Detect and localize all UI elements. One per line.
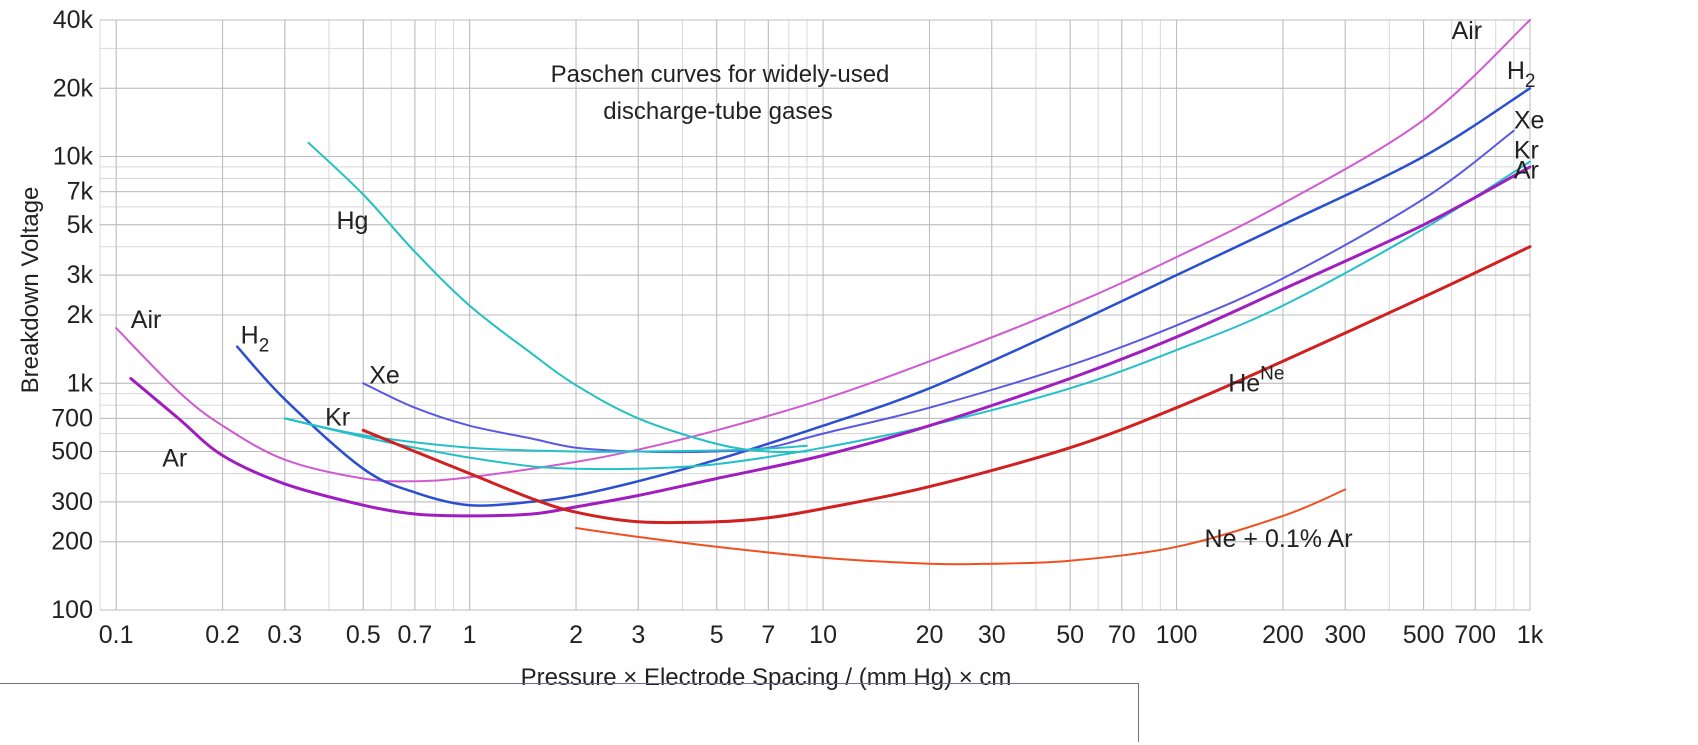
x-tick-label: 0.7	[397, 621, 432, 649]
series-line-kr	[283, 160, 1531, 471]
y-tick-label: 500	[51, 438, 93, 466]
curve-label: Ar	[162, 444, 187, 472]
x-tick-label: 3	[631, 621, 645, 649]
x-tick-label: 2	[569, 621, 583, 649]
x-tick-label: 1k	[1517, 621, 1544, 649]
series-layer	[115, 19, 1532, 566]
curve-label: H2	[241, 321, 270, 356]
x-tick-label: 700	[1454, 621, 1496, 649]
x-tick-label: 0.2	[205, 621, 240, 649]
chart-title-line-2: discharge-tube gases	[603, 98, 832, 125]
y-tick-label: 7k	[67, 178, 94, 206]
series-line-kr-short	[283, 417, 808, 453]
curve-label: Air	[1452, 17, 1483, 45]
chart-title-line-1: Paschen curves for widely-used	[551, 61, 890, 88]
x-tick-label: 50	[1056, 621, 1084, 649]
x-tick-label: 0.1	[99, 621, 134, 649]
x-tick-label: 20	[916, 621, 944, 649]
x-tick-label: 30	[978, 621, 1006, 649]
major-grid	[100, 19, 1531, 611]
curve-label: Hg	[336, 207, 368, 235]
y-tick-label: 40k	[53, 6, 94, 34]
x-tick-label: 10	[809, 621, 837, 649]
curve-label: Ne + 0.1% Ar	[1205, 525, 1353, 553]
x-tick-label: 70	[1108, 621, 1136, 649]
x-tick-label: 500	[1403, 621, 1445, 649]
series-line-hg	[307, 141, 808, 454]
x-tick-label: 5	[710, 621, 724, 649]
y-tick-label: 10k	[53, 143, 94, 171]
curve-label: Xe	[369, 361, 400, 389]
y-tick-label: 100	[51, 596, 93, 624]
curve-label: Ar	[1514, 156, 1539, 184]
y-tick-label: 200	[51, 528, 93, 556]
y-tick-label: 300	[51, 488, 93, 516]
curve-label: Xe	[1514, 106, 1545, 134]
x-tick-label: 7	[761, 621, 775, 649]
curve-label: Kr	[1514, 137, 1539, 165]
y-tick-label: 1k	[67, 369, 94, 397]
series-line-air	[115, 19, 1531, 483]
y-tick-label: 3k	[67, 261, 94, 289]
x-tick-label: 300	[1324, 621, 1366, 649]
x-axis-title: Pressure × Electrode Spacing / (mm Hg) ×…	[521, 664, 1012, 691]
series-line-ne	[361, 245, 1532, 525]
curve-label: Air	[131, 306, 162, 334]
x-tick-label: 0.5	[346, 621, 381, 649]
series-line-ne-0-1-ar	[575, 488, 1347, 566]
y-tick-label: 5k	[67, 211, 94, 239]
x-tick-label: 0.3	[267, 621, 302, 649]
bottom-frame-rule	[0, 683, 1139, 742]
x-tick-label: 1	[463, 621, 477, 649]
series-line-xe	[362, 129, 1515, 454]
x-tick-label: 200	[1262, 621, 1304, 649]
curve-label: H2	[1507, 57, 1536, 92]
series-line-ar	[129, 165, 1532, 518]
curve-label: Kr	[325, 404, 350, 432]
curve-label: HeNe	[1228, 363, 1284, 397]
tick-labels: 0.1 0.2 0.3 0.5 0.7 1 2 3 5 7 10 20 30 50 70 100 200 300 5…	[51, 6, 1543, 649]
y-tick-label: 2k	[67, 301, 94, 329]
y-tick-label: 20k	[53, 74, 94, 102]
x-tick-label: 100	[1156, 621, 1198, 649]
y-tick-label: 700	[51, 404, 93, 432]
y-axis-title: Breakdown Voltage	[17, 187, 44, 394]
